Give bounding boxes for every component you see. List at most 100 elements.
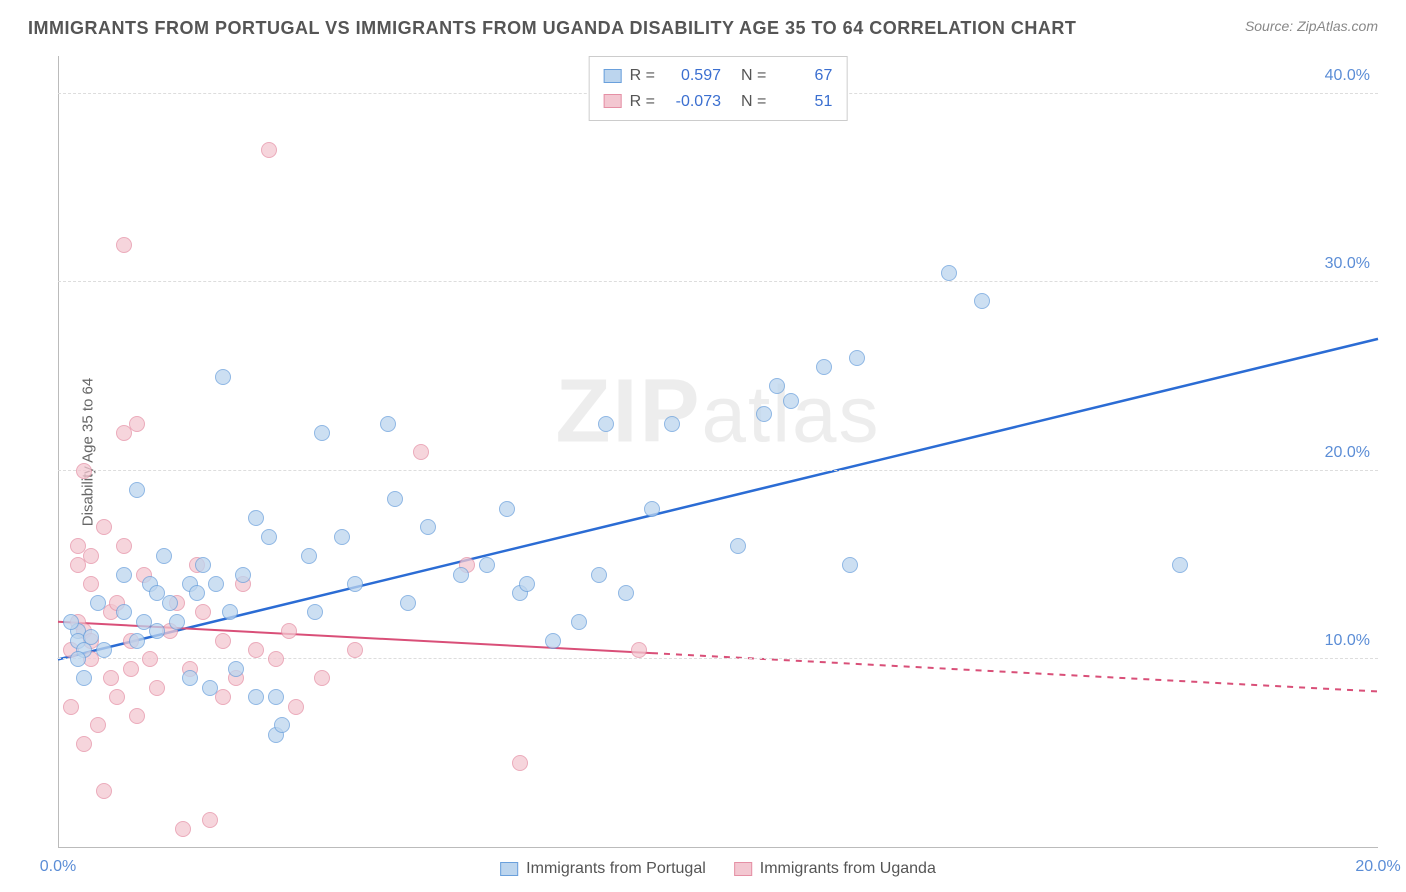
data-point-portugal xyxy=(156,548,172,564)
y-tick-label: 20.0% xyxy=(1325,444,1370,462)
data-point-uganda xyxy=(248,642,264,658)
data-point-uganda xyxy=(314,670,330,686)
data-point-portugal xyxy=(453,567,469,583)
data-point-portugal xyxy=(783,393,799,409)
data-point-portugal xyxy=(941,265,957,281)
legend-n-value: 51 xyxy=(774,89,832,115)
legend-item-uganda: Immigrants from Uganda xyxy=(734,860,936,878)
data-point-uganda xyxy=(195,604,211,620)
data-point-uganda xyxy=(175,821,191,837)
data-point-uganda xyxy=(142,651,158,667)
data-point-portugal xyxy=(387,491,403,507)
data-point-portugal xyxy=(314,425,330,441)
legend-r-value: -0.073 xyxy=(663,89,721,115)
data-point-uganda xyxy=(83,548,99,564)
data-point-portugal xyxy=(842,557,858,573)
data-point-uganda xyxy=(103,670,119,686)
legend-swatch-icon xyxy=(604,69,622,83)
data-point-portugal xyxy=(202,680,218,696)
legend-swatch-icon xyxy=(604,94,622,108)
data-point-uganda xyxy=(63,699,79,715)
data-point-portugal xyxy=(849,350,865,366)
data-point-portugal xyxy=(420,519,436,535)
data-point-uganda xyxy=(202,812,218,828)
source-attribution: Source: ZipAtlas.com xyxy=(1245,18,1378,34)
legend-series-label: Immigrants from Portugal xyxy=(526,860,706,878)
chart-header: IMMIGRANTS FROM PORTUGAL VS IMMIGRANTS F… xyxy=(0,0,1406,47)
data-point-uganda xyxy=(83,576,99,592)
data-point-portugal xyxy=(228,661,244,677)
data-point-portugal xyxy=(129,482,145,498)
data-point-uganda xyxy=(347,642,363,658)
data-point-uganda xyxy=(215,633,231,649)
legend-n-label: N = xyxy=(741,63,766,89)
data-point-uganda xyxy=(631,642,647,658)
data-point-portugal xyxy=(334,529,350,545)
data-point-portugal xyxy=(129,633,145,649)
data-point-portugal xyxy=(215,369,231,385)
data-point-portugal xyxy=(816,359,832,375)
data-point-uganda xyxy=(281,623,297,639)
legend-series-label: Immigrants from Uganda xyxy=(760,860,936,878)
data-point-portugal xyxy=(116,604,132,620)
legend-r-label: R = xyxy=(630,63,655,89)
legend-row-uganda: R =-0.073N =51 xyxy=(604,89,833,115)
gridline xyxy=(58,658,1378,659)
data-point-portugal xyxy=(116,567,132,583)
data-point-portugal xyxy=(730,538,746,554)
x-tick-label: 0.0% xyxy=(40,858,76,876)
data-point-portugal xyxy=(268,689,284,705)
chart-canvas: ZIPatlas 10.0%20.0%30.0%40.0%0.0%20.0%R … xyxy=(58,56,1378,848)
trend-lines-svg xyxy=(58,56,1378,848)
gridline xyxy=(58,470,1378,471)
data-point-portugal xyxy=(756,406,772,422)
data-point-portugal xyxy=(571,614,587,630)
data-point-portugal xyxy=(222,604,238,620)
data-point-portugal xyxy=(664,416,680,432)
data-point-portugal xyxy=(618,585,634,601)
legend-swatch-icon xyxy=(734,862,752,876)
data-point-portugal xyxy=(195,557,211,573)
x-tick-label: 20.0% xyxy=(1355,858,1400,876)
legend-swatch-icon xyxy=(500,862,518,876)
data-point-portugal xyxy=(248,689,264,705)
source-label: Source: xyxy=(1245,18,1293,34)
data-point-portugal xyxy=(76,670,92,686)
data-point-portugal xyxy=(162,595,178,611)
data-point-portugal xyxy=(598,416,614,432)
data-point-portugal xyxy=(189,585,205,601)
legend-r-value: 0.597 xyxy=(663,63,721,89)
legend-r-label: R = xyxy=(630,89,655,115)
data-point-portugal xyxy=(307,604,323,620)
data-point-uganda xyxy=(76,736,92,752)
data-point-uganda xyxy=(215,689,231,705)
data-point-portugal xyxy=(974,293,990,309)
data-point-portugal xyxy=(1172,557,1188,573)
y-axis-line xyxy=(58,56,59,848)
data-point-portugal xyxy=(545,633,561,649)
data-point-portugal xyxy=(83,629,99,645)
data-point-uganda xyxy=(268,651,284,667)
y-tick-label: 40.0% xyxy=(1325,67,1370,85)
data-point-portugal xyxy=(169,614,185,630)
data-point-portugal xyxy=(347,576,363,592)
x-axis-line xyxy=(58,847,1378,848)
legend-correlation: R =0.597N =67R =-0.073N =51 xyxy=(589,56,848,121)
legend-series: Immigrants from Portugal Immigrants from … xyxy=(500,860,936,878)
data-point-portugal xyxy=(644,501,660,517)
data-point-uganda xyxy=(413,444,429,460)
data-point-uganda xyxy=(129,416,145,432)
data-point-uganda xyxy=(149,680,165,696)
data-point-uganda xyxy=(512,755,528,771)
data-point-portugal xyxy=(63,614,79,630)
data-point-portugal xyxy=(274,717,290,733)
data-point-portugal xyxy=(519,576,535,592)
data-point-uganda xyxy=(76,463,92,479)
data-point-uganda xyxy=(116,237,132,253)
y-tick-label: 10.0% xyxy=(1325,632,1370,650)
data-point-portugal xyxy=(96,642,112,658)
data-point-portugal xyxy=(591,567,607,583)
data-point-portugal xyxy=(380,416,396,432)
watermark: ZIPatlas xyxy=(556,361,881,464)
source-value: ZipAtlas.com xyxy=(1297,18,1378,34)
